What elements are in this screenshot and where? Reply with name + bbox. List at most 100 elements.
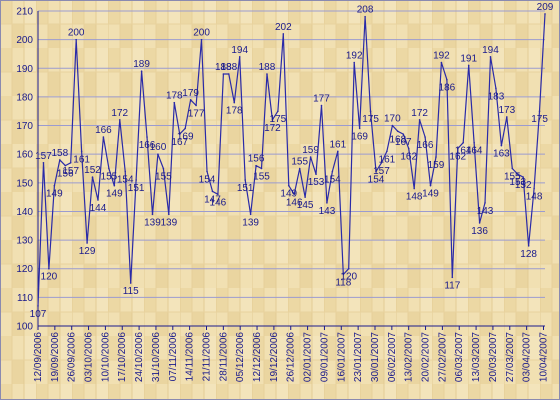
data-label: 149	[280, 189, 297, 200]
y-tick-label: 190	[16, 64, 33, 75]
data-label: 115	[123, 286, 139, 297]
data-point	[413, 187, 415, 190]
data-label: 167	[395, 137, 412, 148]
data-label: 172	[111, 108, 128, 119]
data-point	[326, 202, 328, 204]
data-label: 159	[428, 160, 445, 171]
data-label: 166	[95, 125, 112, 136]
data-label: 152	[515, 180, 532, 191]
data-point	[282, 33, 285, 35]
x-tick-label: 12/09/2006	[33, 332, 44, 382]
data-label: 200	[68, 28, 85, 39]
data-point	[266, 73, 268, 75]
x-tick-label: 27/03/2007	[505, 332, 516, 382]
data-label: 143	[319, 206, 336, 217]
data-point	[402, 133, 405, 135]
data-point	[342, 273, 345, 276]
data-point	[511, 167, 514, 170]
data-point	[424, 136, 426, 138]
y-tick-label: 180	[16, 92, 33, 103]
data-point	[440, 61, 443, 64]
data-label: 155	[504, 172, 521, 183]
data-point	[516, 173, 519, 176]
data-label: 107	[30, 309, 47, 320]
data-point	[315, 173, 317, 176]
data-point	[64, 164, 67, 167]
data-point	[456, 147, 459, 150]
data-point	[140, 70, 143, 72]
data-point	[386, 150, 388, 153]
data-point	[129, 282, 132, 284]
data-point	[380, 161, 383, 164]
data-point	[146, 136, 148, 138]
data-point	[397, 130, 399, 133]
data-label: 161	[73, 154, 90, 165]
y-tick-label: 130	[16, 236, 33, 247]
data-label: 178	[226, 106, 243, 117]
data-label: 163	[493, 149, 510, 160]
data-label: 172	[264, 123, 281, 134]
data-label: 145	[297, 200, 314, 211]
data-point	[162, 167, 165, 170]
data-point	[184, 127, 186, 130]
x-tick-label: 10/04/2007	[538, 332, 549, 382]
data-point	[446, 78, 448, 81]
data-label: 208	[357, 5, 374, 16]
data-point	[151, 213, 154, 216]
data-labels: 1071571201491581561572001611291521441661…	[30, 2, 554, 320]
data-point	[238, 56, 241, 58]
data-label: 149	[46, 189, 63, 200]
data-point	[233, 101, 236, 104]
y-tick-label: 140	[16, 207, 33, 218]
y-axis-ticks: 100 110 120 130 140 150 160 170 180 190 200 210	[16, 7, 33, 333]
y-tick-label: 100	[16, 322, 33, 333]
data-label: 149	[106, 189, 123, 200]
y-tick-label: 110	[17, 293, 33, 304]
data-label: 146	[286, 197, 303, 208]
data-label: 162	[449, 151, 466, 162]
data-label: 143	[477, 206, 494, 217]
data-point	[97, 199, 99, 201]
data-label: 194	[482, 45, 499, 56]
data-point	[206, 170, 208, 173]
x-tick-label: 06/02/2007	[387, 332, 398, 382]
data-label: 172	[411, 108, 428, 119]
data-label: 177	[313, 94, 330, 105]
data-label: 156	[248, 154, 265, 165]
data-point	[473, 141, 475, 144]
y-tick-label: 210	[16, 7, 33, 18]
data-point	[118, 119, 121, 121]
y-tick-label: 160	[16, 150, 33, 161]
data-label: 173	[498, 105, 515, 116]
data-point	[287, 184, 290, 187]
data-point	[467, 64, 470, 67]
data-label: 154	[324, 174, 341, 185]
data-point	[157, 153, 159, 155]
data-point	[48, 267, 50, 270]
data-label: 188	[215, 62, 232, 73]
data-label: 160	[150, 142, 167, 153]
x-tick-label: 12/12/2006	[252, 332, 263, 382]
x-tick-label: 24/10/2006	[134, 332, 145, 382]
data-label: 148	[406, 192, 423, 203]
data-point	[337, 150, 339, 153]
data-label: 177	[188, 109, 205, 120]
data-point	[86, 242, 88, 244]
x-tick-label: 10/10/2006	[100, 332, 111, 382]
data-label: 161	[329, 139, 346, 150]
data-point	[309, 156, 312, 158]
data-label: 166	[417, 140, 434, 151]
x-tick-label: 19/09/2006	[50, 332, 61, 382]
data-point	[407, 147, 410, 150]
data-point	[113, 184, 116, 187]
data-label: 170	[384, 114, 401, 125]
data-point	[489, 56, 492, 58]
data-label: 179	[182, 88, 199, 99]
data-point	[271, 119, 274, 121]
data-point	[435, 156, 437, 158]
data-point	[42, 161, 45, 164]
data-label: 147	[204, 194, 221, 205]
data-label: 157	[62, 166, 79, 177]
data-point	[418, 119, 421, 121]
